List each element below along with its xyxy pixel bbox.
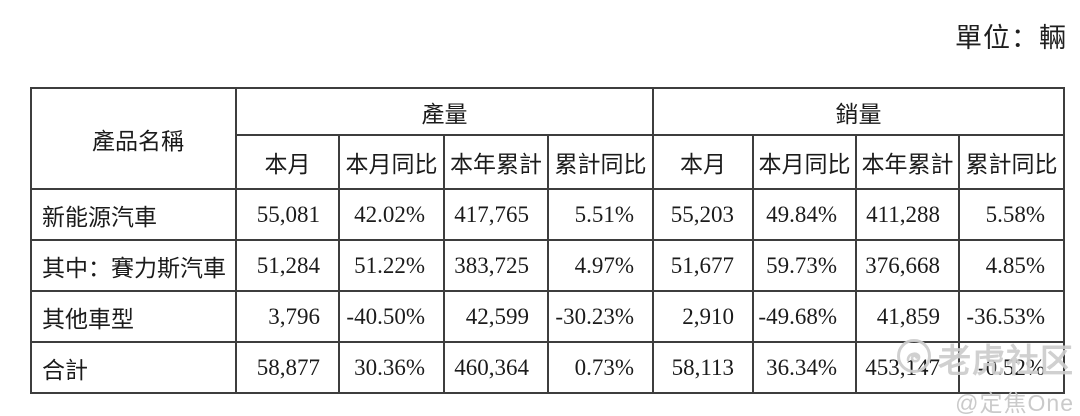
cell-value: 42.02% xyxy=(338,188,445,241)
cell-value: 51.22% xyxy=(338,239,445,292)
cell-value: 41,859 xyxy=(855,290,960,343)
table-subheader-row: 本月 本月同比 本年累計 累計同比 本月 本月同比 本年累計 累計同比 xyxy=(31,134,1065,190)
cell-value: 58,877 xyxy=(235,341,340,394)
cell-value: -49.68% xyxy=(752,290,857,343)
subheader-production-ytd: 本年累計 xyxy=(443,134,549,190)
cell-value: 55,203 xyxy=(652,188,754,241)
cell-value: 0.73% xyxy=(547,341,654,394)
cell-value: 42,599 xyxy=(443,290,549,343)
column-header-product-name: 產品名稱 xyxy=(30,87,237,190)
production-sales-table: 產品名稱 產量 銷量 本月 本月同比 本年累計 累計同比 本月 本月同比 本年累… xyxy=(30,87,1065,394)
subheader-sales-ytd: 本年累計 xyxy=(855,134,960,190)
cell-value: 51,677 xyxy=(652,239,754,292)
row-label: 其他車型 xyxy=(30,290,237,343)
table-header-group-row: 產品名稱 產量 銷量 xyxy=(30,87,1065,190)
cell-value: -36.53% xyxy=(958,290,1065,343)
subheader-sales-month-yoy: 本月同比 xyxy=(752,134,857,190)
cell-value: 4.97% xyxy=(547,239,654,292)
cell-value: 453,147 xyxy=(855,341,960,394)
cell-value: 383,725 xyxy=(443,239,549,292)
cell-value: 59.73% xyxy=(752,239,857,292)
cell-value: 376,668 xyxy=(855,239,960,292)
cell-value: 3,796 xyxy=(235,290,340,343)
cell-value: 5.51% xyxy=(547,188,654,241)
row-label: 其中：賽力斯汽車 xyxy=(30,239,237,292)
cell-value: 411,288 xyxy=(855,188,960,241)
group-header-sales: 銷量 xyxy=(652,87,1065,136)
row-label: 新能源汽車 xyxy=(30,188,237,241)
group-header-production: 產量 xyxy=(235,87,654,136)
unit-label: 單位：輛 xyxy=(955,23,1067,53)
subheader-production-month: 本月 xyxy=(235,134,340,190)
subheader-production-month-yoy: 本月同比 xyxy=(338,134,445,190)
row-label: 合計 xyxy=(30,341,237,394)
subheader-production-ytd-yoy: 累計同比 xyxy=(547,134,654,190)
cell-value: -40.50% xyxy=(338,290,445,343)
subheader-sales-month: 本月 xyxy=(652,134,754,190)
table-row-total: 合計 58,877 30.36% 460,364 0.73% 58,113 36… xyxy=(30,341,1065,394)
cell-value: -0.52% xyxy=(958,341,1065,394)
cell-value: 460,364 xyxy=(443,341,549,394)
cell-value: 30.36% xyxy=(338,341,445,394)
table-row-nev: 新能源汽車 55,081 42.02% 417,765 5.51% 55,203… xyxy=(30,188,1065,241)
subheader-sales-ytd-yoy: 累計同比 xyxy=(958,134,1065,190)
cell-value: 49.84% xyxy=(752,188,857,241)
cell-value: 36.34% xyxy=(752,341,857,394)
cell-value: 4.85% xyxy=(958,239,1065,292)
table-row-seres: 其中：賽力斯汽車 51,284 51.22% 383,725 4.97% 51,… xyxy=(30,239,1065,292)
cell-value: 55,081 xyxy=(235,188,340,241)
table-row-other-models: 其他車型 3,796 -40.50% 42,599 -30.23% 2,910 … xyxy=(30,290,1065,343)
cell-value: -30.23% xyxy=(547,290,654,343)
cell-value: 2,910 xyxy=(652,290,754,343)
cell-value: 51,284 xyxy=(235,239,340,292)
cell-value: 5.58% xyxy=(958,188,1065,241)
cell-value: 58,113 xyxy=(652,341,754,394)
cell-value: 417,765 xyxy=(443,188,549,241)
